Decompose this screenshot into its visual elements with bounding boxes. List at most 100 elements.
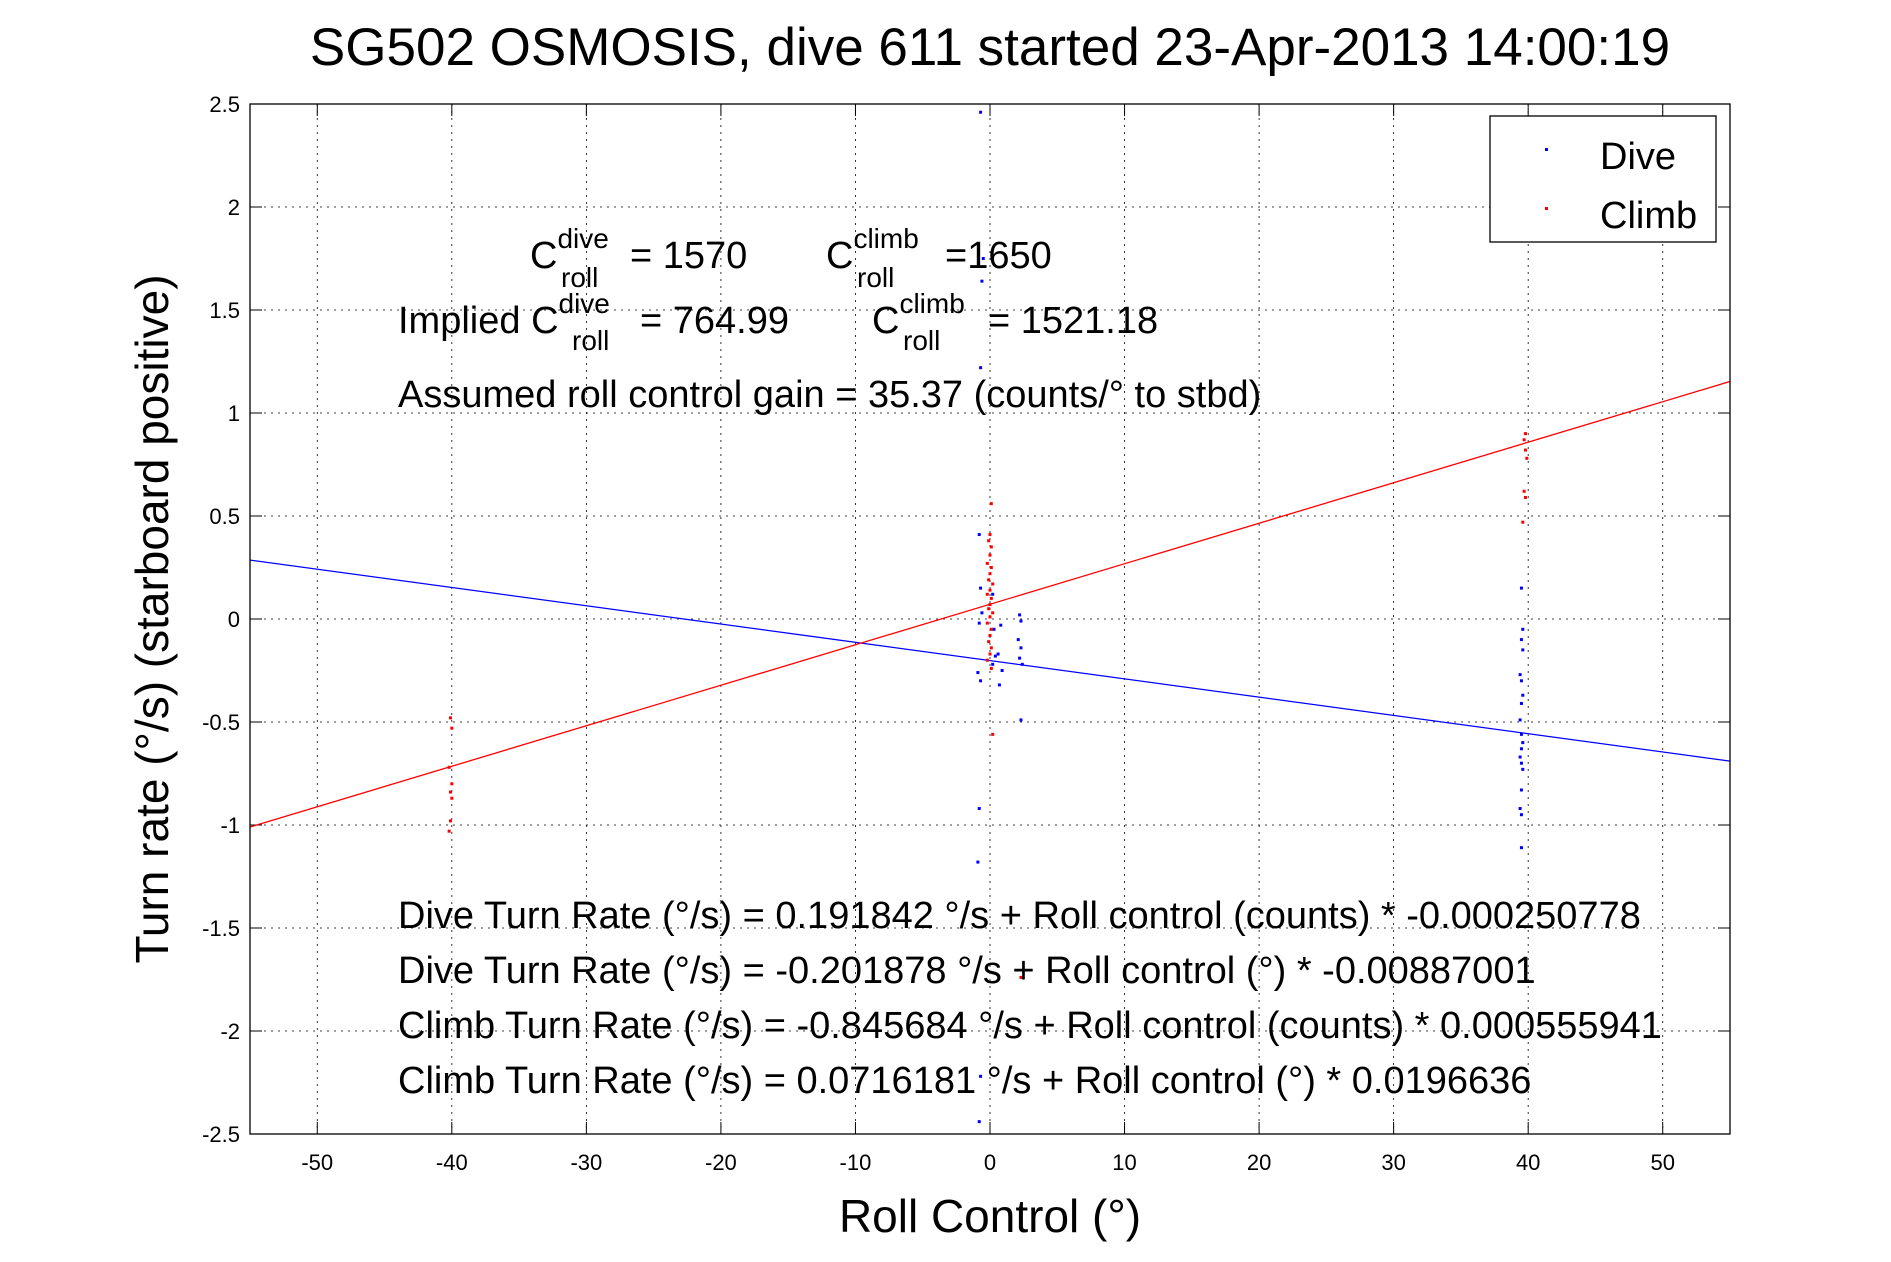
- data-point-dive: [1519, 747, 1523, 751]
- c-symbol: C: [826, 235, 853, 277]
- data-point-climb: [989, 666, 993, 670]
- x-tick-label: 10: [1112, 1150, 1136, 1175]
- y-tick-label: 1.5: [209, 298, 240, 323]
- data-point-dive: [1521, 648, 1525, 652]
- data-point-climb: [988, 615, 992, 619]
- annotation-climb-eq-degrees: Climb Turn Rate (°/s) = 0.0716181 °/s + …: [398, 1060, 1531, 1102]
- data-point-climb: [991, 732, 995, 736]
- data-point-climb: [989, 627, 993, 631]
- data-point-dive: [981, 257, 985, 260]
- data-point-dive: [1518, 807, 1522, 811]
- data-point-dive: [996, 652, 1000, 656]
- x-tick-label: -40: [436, 1150, 468, 1175]
- data-point-climb: [988, 553, 992, 557]
- annotation-climb-eq-counts: Climb Turn Rate (°/s) = -0.845684 °/s + …: [398, 1005, 1662, 1047]
- data-point-climb: [450, 782, 454, 786]
- data-point-climb: [1522, 489, 1526, 493]
- svg-text:Cclimb: Cclimb: [872, 288, 965, 342]
- legend-marker-dive: [1545, 148, 1548, 151]
- data-point-climb: [985, 621, 989, 625]
- data-point-dive: [977, 1120, 981, 1124]
- data-point-dive: [1521, 767, 1525, 771]
- data-point-climb: [985, 561, 989, 565]
- data-point-dive: [1016, 638, 1020, 642]
- y-tick-label: 2: [228, 195, 240, 220]
- value: = 764.99: [640, 300, 789, 342]
- data-point-climb: [1523, 448, 1527, 452]
- legend-label-climb: Climb: [1600, 195, 1697, 237]
- y-tick-label: 1: [228, 401, 240, 426]
- y-tick-label: 2.5: [209, 92, 240, 117]
- data-point-climb: [1523, 495, 1527, 499]
- value: = 1570: [630, 235, 747, 277]
- legend-box: [1489, 115, 1717, 243]
- data-point-dive: [977, 621, 981, 625]
- data-point-dive: [980, 611, 984, 615]
- data-point-dive: [1521, 741, 1525, 745]
- data-point-climb: [1521, 520, 1525, 524]
- value: = 1521.18: [988, 300, 1158, 342]
- annotation-dive-eq-counts: Dive Turn Rate (°/s) = 0.191842 °/s + Ro…: [398, 895, 1641, 937]
- x-tick-label: -20: [705, 1150, 737, 1175]
- annotation-c-roll-dive: Cdive roll = 1570: [530, 223, 747, 293]
- data-point-climb: [988, 652, 992, 656]
- subscript: roll: [903, 325, 940, 356]
- legend-label-dive: Dive: [1600, 136, 1676, 178]
- data-point-climb: [989, 545, 993, 549]
- data-point-dive: [992, 627, 996, 631]
- subscript: roll: [857, 262, 894, 293]
- data-point-dive: [979, 1074, 983, 1078]
- data-point-dive: [1519, 701, 1523, 705]
- data-point-climb: [985, 592, 989, 596]
- data-point-climb: [987, 539, 991, 543]
- y-tick-label: -2.5: [202, 1122, 240, 1147]
- c-symbol: C: [872, 300, 899, 342]
- annotation-dive-eq-degrees: Dive Turn Rate (°/s) = -0.201878 °/s + R…: [398, 950, 1536, 992]
- data-point-dive: [1019, 718, 1023, 722]
- data-point-dive: [976, 671, 980, 675]
- x-tick-label: -30: [570, 1150, 602, 1175]
- legend: Dive Climb: [1489, 115, 1717, 243]
- data-point-dive: [999, 623, 1003, 627]
- legend-marker-climb: [1545, 207, 1548, 210]
- data-point-dive: [1019, 646, 1023, 650]
- data-points: [447, 110, 1529, 1124]
- y-axis-label: Turn rate (°/s) (starboard positive): [126, 274, 178, 963]
- data-point-climb: [988, 633, 992, 637]
- value: =1650: [945, 235, 1052, 277]
- data-point-dive: [979, 586, 983, 590]
- annotation-implied-c-roll-climb: Cclimb roll = 1521.18: [872, 288, 1158, 356]
- data-point-dive: [1018, 656, 1022, 660]
- data-point-dive: [1518, 673, 1522, 677]
- data-point-dive: [1519, 761, 1523, 765]
- data-point-dive: [1519, 638, 1523, 642]
- data-point-climb: [1523, 432, 1527, 436]
- data-point-dive: [1000, 669, 1004, 672]
- data-point-dive: [1020, 662, 1024, 666]
- dive-fit-line: [249, 559, 1731, 762]
- y-tick-label: -2: [220, 1019, 240, 1044]
- data-point-dive: [979, 679, 983, 683]
- data-point-dive: [979, 110, 983, 114]
- data-point-climb: [448, 819, 452, 823]
- c-symbol: C: [531, 300, 558, 342]
- svg-text:Cdive: Cdive: [530, 223, 609, 277]
- superscript: dive: [557, 223, 608, 254]
- data-point-climb: [991, 611, 995, 615]
- prefix: Implied: [398, 300, 531, 342]
- subscript: roll: [572, 325, 609, 356]
- plot-area-frame: [249, 103, 1731, 1135]
- x-tick-label: 40: [1516, 1150, 1540, 1175]
- data-point-climb: [987, 607, 991, 611]
- data-point-climb: [988, 603, 992, 607]
- data-point-dive: [997, 683, 1001, 687]
- annotation-c-roll-climb: Cclimb roll =1650: [826, 223, 1052, 293]
- data-point-climb: [988, 533, 992, 537]
- data-point-dive: [980, 279, 984, 283]
- data-point-dive: [1518, 755, 1522, 759]
- x-tick-label: -10: [840, 1150, 872, 1175]
- superscript: climb: [853, 223, 918, 254]
- data-point-dive: [1018, 613, 1022, 617]
- svg-text:Implied Cdive: Implied Cdive: [398, 288, 610, 342]
